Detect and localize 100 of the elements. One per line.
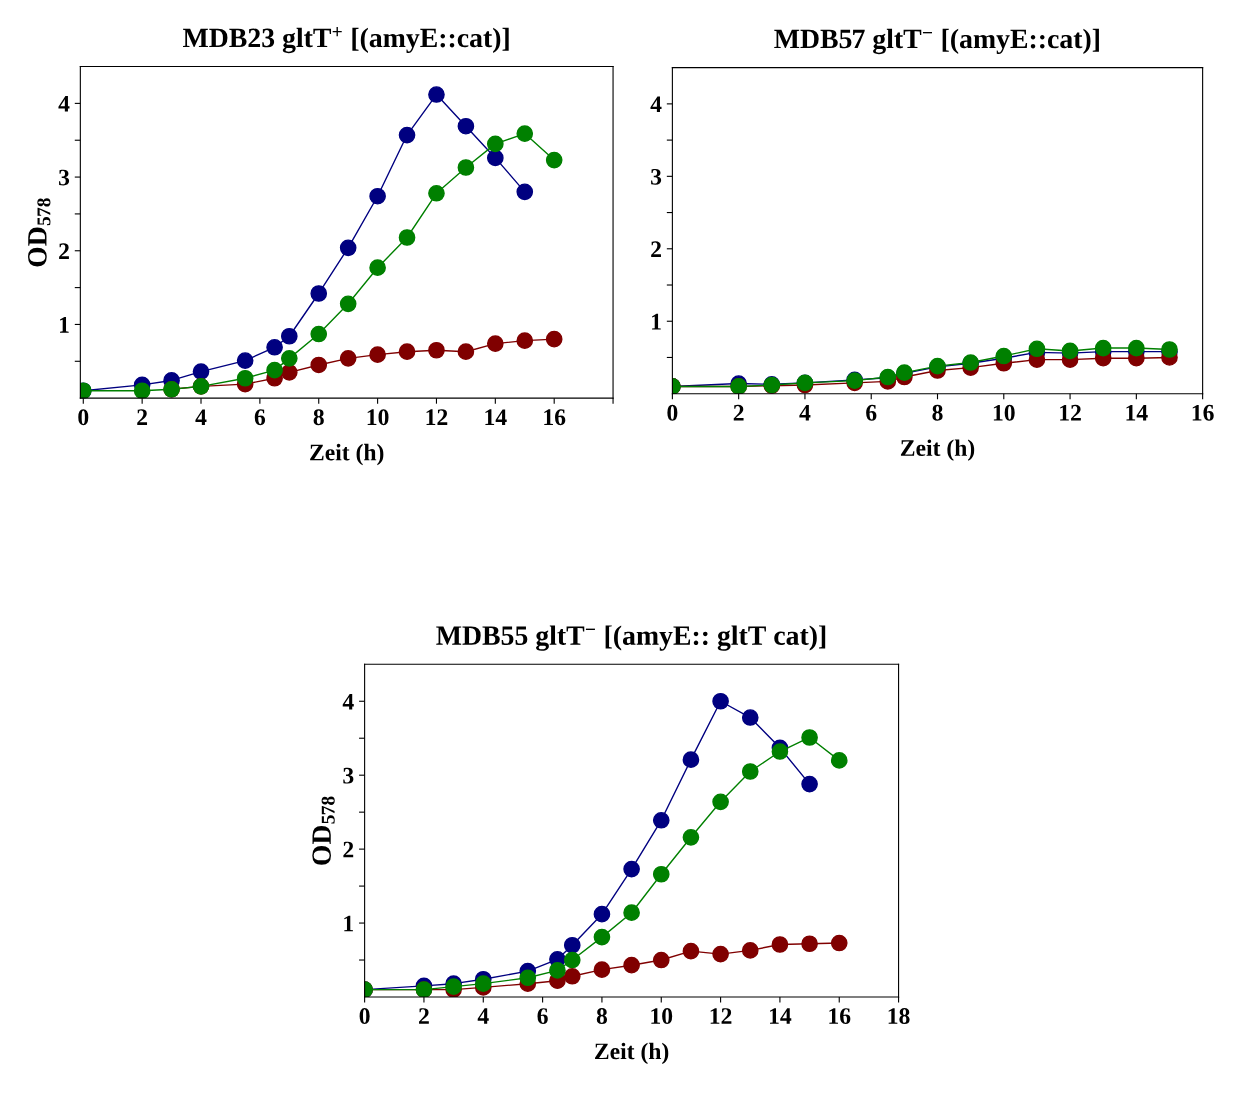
x-tick-label: 2 xyxy=(419,1008,429,1024)
point xyxy=(369,187,386,205)
x-tick-label: 12 xyxy=(710,1008,732,1024)
point xyxy=(266,338,283,356)
x-tick-label: 12 xyxy=(1060,404,1081,421)
point xyxy=(1094,339,1112,357)
point xyxy=(1028,340,1046,358)
y-tick-label: 1 xyxy=(60,317,69,333)
point xyxy=(516,332,534,349)
y-tick-label: 3 xyxy=(651,168,662,185)
x-tick-label: 0 xyxy=(78,409,89,426)
point xyxy=(398,229,416,246)
point xyxy=(682,942,700,960)
x-tick-label: 14 xyxy=(770,1008,792,1024)
point xyxy=(428,341,445,359)
point xyxy=(280,327,298,345)
point xyxy=(545,151,563,169)
y-tick-label: 1 xyxy=(652,313,661,330)
x-tick-label: 0 xyxy=(667,404,678,421)
point xyxy=(712,945,729,963)
point xyxy=(516,183,534,201)
x-tick-label: 16 xyxy=(1192,404,1214,421)
chart-title: MDB57 gltT$^{−}$ [(amyE::cat)] xyxy=(774,28,1099,55)
x-tick-label: 14 xyxy=(485,409,507,425)
point xyxy=(369,346,386,363)
y-tick-label: 4 xyxy=(650,96,662,113)
y-tick-label: 2 xyxy=(343,841,354,858)
point xyxy=(339,350,357,367)
x-tick-label: 10 xyxy=(367,409,389,426)
point xyxy=(563,951,581,969)
point xyxy=(712,692,729,710)
point xyxy=(310,356,328,374)
x-tick-label: 8 xyxy=(596,1008,608,1025)
point xyxy=(593,928,611,946)
y-tick-label: 4 xyxy=(342,693,354,710)
point xyxy=(310,325,328,343)
y-tick-label: 3 xyxy=(59,169,70,186)
point xyxy=(457,343,475,361)
y-tick-label: 2 xyxy=(651,241,661,257)
point xyxy=(801,729,818,746)
point xyxy=(266,361,283,379)
point xyxy=(545,330,563,348)
point xyxy=(398,343,416,361)
point xyxy=(428,86,445,103)
y-tick-label: 3 xyxy=(343,767,354,784)
point xyxy=(652,951,670,969)
point xyxy=(801,775,818,793)
point xyxy=(457,117,475,135)
point xyxy=(519,969,537,987)
x-tick-label: 8 xyxy=(932,404,943,421)
x-tick-label: 16 xyxy=(829,1008,851,1025)
point xyxy=(428,184,445,202)
y-tick-label: 4 xyxy=(58,96,70,112)
point xyxy=(741,942,759,959)
x-tick-label: 10 xyxy=(651,1008,673,1025)
x-tick-label: 6 xyxy=(866,404,877,421)
x-tick-label: 4 xyxy=(477,1008,489,1024)
y-tick-label: 2 xyxy=(59,243,69,259)
point xyxy=(369,259,386,277)
y-axis-title: OD$_{578}$ xyxy=(28,198,51,267)
chart-title: MDB23 gltT$^{+}$ [(amyE::cat)] xyxy=(183,27,509,54)
x-tick-label: 10 xyxy=(993,404,1015,421)
x-tick-label: 14 xyxy=(1126,404,1148,421)
point xyxy=(623,956,640,974)
x-tick-label: 4 xyxy=(195,409,207,425)
point xyxy=(712,793,729,811)
point xyxy=(593,961,611,978)
point xyxy=(457,159,475,176)
point xyxy=(486,149,504,167)
point xyxy=(236,369,254,387)
point xyxy=(398,126,416,144)
point xyxy=(516,125,534,142)
point xyxy=(192,363,210,380)
point xyxy=(682,751,700,768)
chart-title: MDB55 gltT$^{−}$ [(amyE:: gltT cat)] xyxy=(436,625,826,651)
y-tick-label: 1 xyxy=(344,915,353,932)
point xyxy=(741,763,759,780)
point xyxy=(771,936,789,953)
point xyxy=(280,350,298,367)
point xyxy=(236,352,254,369)
point xyxy=(652,865,670,883)
point xyxy=(623,860,640,878)
x-tick-label: 8 xyxy=(313,409,324,426)
point xyxy=(771,743,789,760)
point xyxy=(563,936,581,954)
point xyxy=(339,239,357,257)
point xyxy=(549,962,566,979)
x-axis-title: Zeit (h) xyxy=(310,443,384,466)
point xyxy=(486,335,504,352)
point xyxy=(801,935,818,953)
x-tick-label: 6 xyxy=(537,1008,548,1025)
point xyxy=(310,285,328,302)
x-tick-label: 0 xyxy=(359,1008,370,1025)
point xyxy=(830,934,848,952)
point xyxy=(652,811,670,829)
point xyxy=(593,905,611,923)
point xyxy=(623,904,640,922)
point xyxy=(1128,339,1145,357)
x-axis-title: Zeit (h) xyxy=(595,1042,669,1065)
point xyxy=(682,828,700,846)
